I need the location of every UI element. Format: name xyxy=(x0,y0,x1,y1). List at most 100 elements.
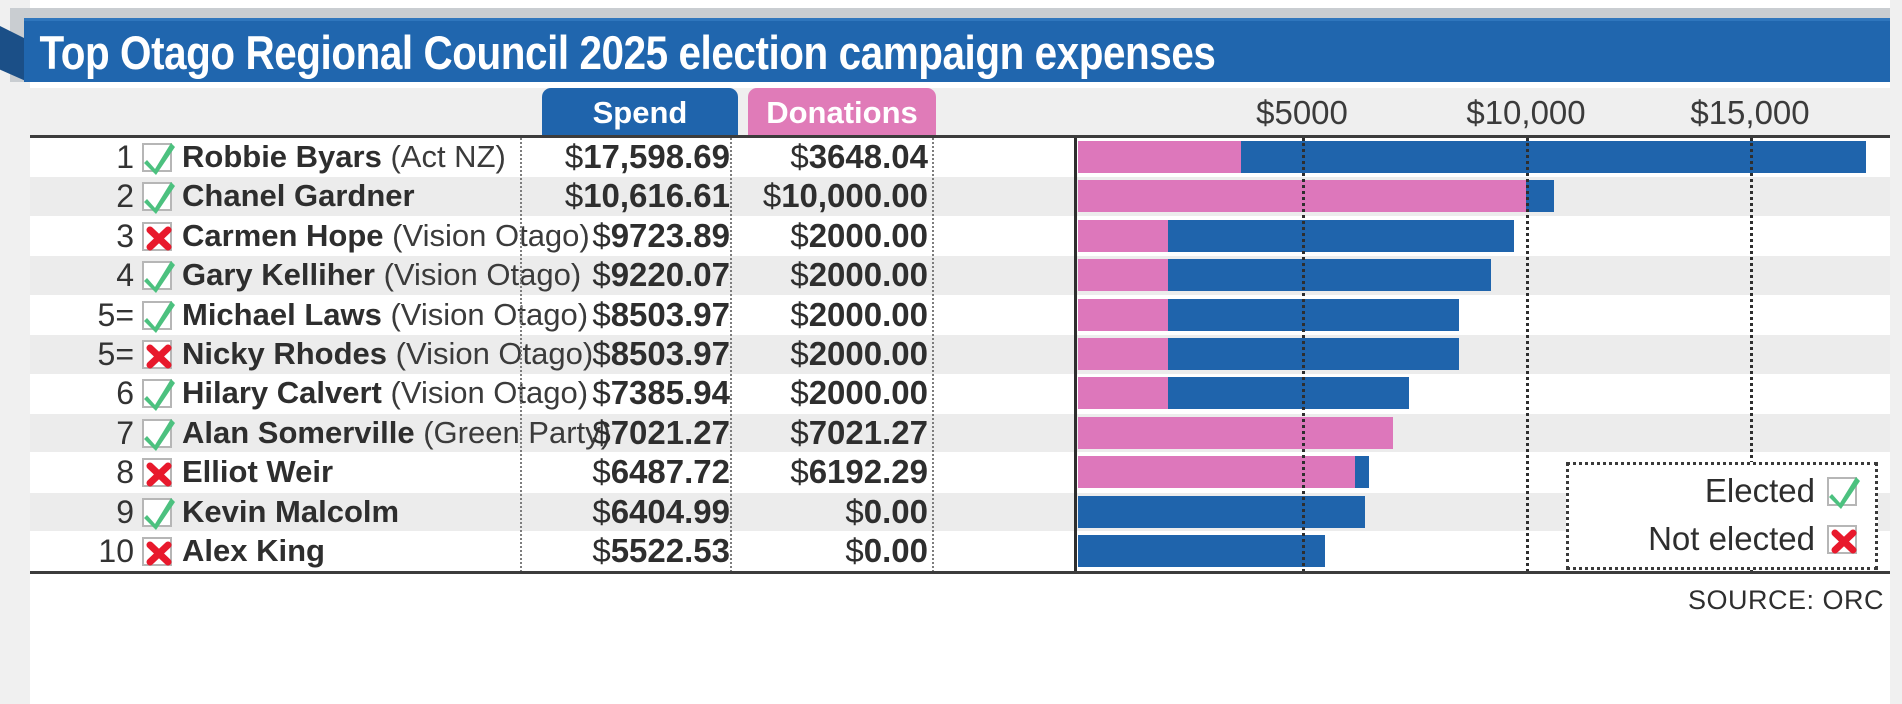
rank-value: 9 xyxy=(116,493,134,530)
donations-value: $2000.00 xyxy=(790,335,928,372)
rank-value: 1 xyxy=(116,139,134,175)
banner-bar: Top Otago Regional Council 2025 election… xyxy=(24,18,1890,82)
candidate-name: Elliot Weir xyxy=(182,454,334,490)
candidate-party: (Act NZ) xyxy=(381,139,506,174)
green-check-icon xyxy=(142,418,175,451)
bar-row xyxy=(1078,414,1890,453)
bar-segment-donations xyxy=(1078,416,1393,449)
candidate-cell: Alan Somerville (Green Party) xyxy=(182,414,611,453)
axis-tick-3: $15,000 xyxy=(1690,94,1810,131)
bar-row xyxy=(1078,374,1890,413)
column-divider-2 xyxy=(730,138,732,572)
tab-donations[interactable]: Donations xyxy=(748,88,936,138)
bar-row xyxy=(1078,335,1890,374)
bar-row xyxy=(1078,493,1890,532)
donations-value: $2000.00 xyxy=(790,374,928,412)
spend-value: $6404.99 xyxy=(592,492,730,530)
candidate-party: (Vision Otago) xyxy=(387,336,594,371)
red-cross-icon xyxy=(142,458,172,488)
rank-value: 6 xyxy=(116,375,134,412)
rank-value: 2 xyxy=(116,178,134,215)
table-row[interactable]: 4 Gary Kelliher (Vision Otago) $9220.07 $20… xyxy=(30,256,1890,295)
green-check-icon xyxy=(1827,476,1860,509)
source-note: SOURCE: ORC xyxy=(1687,585,1884,615)
bar-segment-spend xyxy=(1167,259,1492,292)
bar-segment-donations xyxy=(1078,141,1242,173)
bar-row xyxy=(1078,138,1890,177)
bar-segment-spend xyxy=(1355,456,1369,489)
table-row[interactable]: 7 Alan Somerville (Green Party) $7021.27 $7… xyxy=(30,413,1890,453)
rank-value: 7 xyxy=(116,414,134,451)
legend-elected: Elected xyxy=(1705,469,1860,513)
candidate-cell: Gary Kelliher (Vision Otago) xyxy=(182,256,581,295)
donations-value: $3648.04 xyxy=(790,138,928,175)
candidate-cell: Kevin Malcolm xyxy=(182,493,399,532)
axis-baseline xyxy=(1074,138,1077,572)
candidate-party: (Green Party) xyxy=(414,414,611,450)
column-header-band: Spend Donations $5000 $10,000 $15,000 xyxy=(30,88,1890,138)
left-margin xyxy=(0,0,30,704)
red-cross-icon xyxy=(142,221,172,251)
spend-value: $17,598.69 xyxy=(564,138,730,175)
spend-value: $9723.89 xyxy=(592,216,730,254)
candidate-cell: Elliot Weir xyxy=(182,453,333,492)
bar-segment-spend xyxy=(1167,219,1514,252)
bar-segment-donations xyxy=(1078,377,1168,410)
bar-row xyxy=(1078,532,1890,571)
table-row[interactable]: 5= Nicky Rhodes (Vision Otago) $8503.97 $20… xyxy=(30,335,1890,374)
table-row[interactable]: 2 Chanel Gardner $10,616.61 $10,000.00 xyxy=(30,177,1890,216)
bar-segment-spend xyxy=(1078,535,1326,567)
bar-segment-spend xyxy=(1078,495,1365,528)
donations-value: $10,000.00 xyxy=(762,177,928,215)
candidate-name: Nicky Rhodes xyxy=(182,336,388,371)
donations-value: $2000.00 xyxy=(790,295,928,333)
page-title: Top Otago Regional Council 2025 election… xyxy=(39,26,1216,79)
table-top-rule xyxy=(30,135,1890,138)
spend-value: $8503.97 xyxy=(592,295,730,333)
gridline-2 xyxy=(1526,138,1529,572)
rank-value: 8 xyxy=(116,454,134,491)
spend-value: $9220.07 xyxy=(592,256,730,294)
green-check-icon xyxy=(142,300,175,333)
bar-segment-donations xyxy=(1078,298,1168,331)
candidate-cell: Carmen Hope (Vision Otago) xyxy=(182,217,590,256)
gridline-1 xyxy=(1302,138,1305,572)
axis-tick-2: $10,000 xyxy=(1466,94,1586,131)
candidate-name: Carmen Hope xyxy=(182,217,384,253)
candidate-cell: Michael Laws (Vision Otago) xyxy=(182,296,588,335)
legend-box: Elected Not elected xyxy=(1566,462,1878,570)
bar-segment-donations xyxy=(1078,456,1356,489)
table-bottom-rule xyxy=(30,571,1890,574)
column-divider-1 xyxy=(520,138,522,572)
candidate-name: Michael Laws xyxy=(182,296,382,332)
table-row[interactable]: 3 Carmen Hope (Vision Otago) $9723.89 $2000… xyxy=(30,216,1890,256)
candidate-party: (Vision Otago) xyxy=(381,296,589,332)
candidate-name: Hilary Calvert xyxy=(182,375,382,411)
green-check-icon xyxy=(142,143,175,175)
rank-value: 4 xyxy=(116,257,134,294)
title-banner: Top Otago Regional Council 2025 election… xyxy=(0,8,1902,82)
tab-spend[interactable]: Spend xyxy=(542,88,738,138)
bar-row xyxy=(1078,453,1890,492)
bar-row xyxy=(1078,177,1890,216)
candidate-name: Kevin Malcolm xyxy=(182,493,400,529)
rank-value: 5= xyxy=(97,336,134,372)
bar-segment-donations xyxy=(1078,338,1168,370)
column-divider-3 xyxy=(932,138,934,572)
axis-tick-1: $5000 xyxy=(1256,94,1348,131)
table-row[interactable]: 6 Hilary Calvert (Vision Otago) $7385.94 $2… xyxy=(30,374,1890,413)
table-row[interactable]: 5= Michael Laws (Vision Otago) $8503.97 $20… xyxy=(30,295,1890,335)
spend-value: $7385.94 xyxy=(592,374,730,412)
bar-segment-spend xyxy=(1241,141,1867,173)
red-cross-icon xyxy=(142,537,172,566)
candidate-name: Chanel Gardner xyxy=(182,178,415,214)
candidate-name: Robbie Byars xyxy=(182,139,382,174)
rank-value: 10 xyxy=(98,533,134,569)
candidate-cell: Alex King xyxy=(182,532,325,571)
spend-value: $7021.27 xyxy=(592,413,730,451)
green-check-icon xyxy=(142,497,175,530)
candidate-cell: Nicky Rhodes (Vision Otago) xyxy=(182,335,593,374)
red-cross-icon xyxy=(142,340,172,369)
green-check-icon xyxy=(142,379,175,412)
